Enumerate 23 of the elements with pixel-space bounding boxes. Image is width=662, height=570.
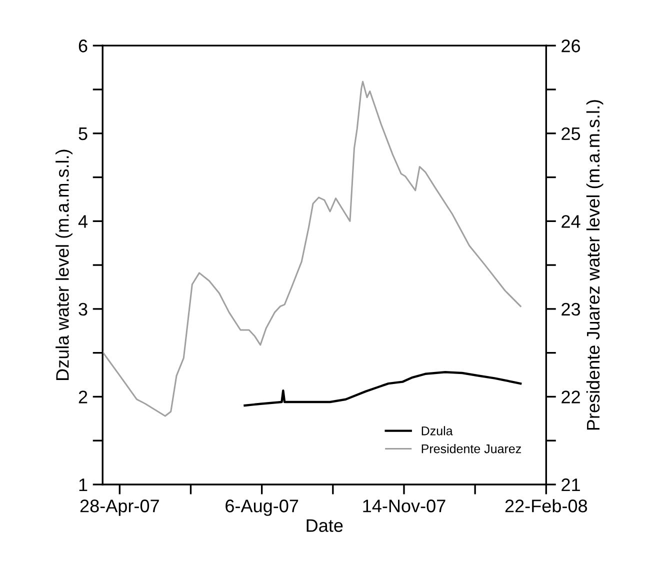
y2-tick-label: 26	[562, 40, 580, 52]
y-tick-label: 1	[79, 478, 88, 492]
x-tick-label: 6-Aug-07	[226, 500, 298, 516]
x-axis-title: Date	[306, 519, 343, 532]
y-tick-label: 5	[78, 128, 88, 140]
x-tick-label: 14-Nov-07	[363, 500, 446, 512]
y2-tick-label: 24	[562, 215, 580, 228]
y2-tick-label: 22	[562, 390, 580, 404]
y2-tick-label: 23	[562, 302, 580, 316]
legend-label: Dzula	[422, 426, 453, 436]
y-axis-title: Dzula water level (m.a.m.s.l.)	[56, 150, 72, 380]
legend-label: Presidente Juarez	[422, 444, 521, 454]
line-series	[244, 371, 522, 407]
x-tick-label: 22-Feb-08	[505, 499, 588, 512]
y-tick-label: 3	[78, 302, 88, 316]
y2-tick-label: 25	[562, 127, 580, 140]
y2-tick-label: 21	[562, 478, 580, 492]
line-series	[102, 80, 522, 417]
y-tick-label: 4	[78, 215, 88, 228]
y2-axis-title: Presidente Juarez water level (m.a.m.s.l.)	[586, 100, 604, 430]
x-tick-label: 28-Apr-07	[80, 500, 159, 516]
y-tick-label: 2	[78, 390, 88, 404]
y-tick-label: 6	[78, 40, 88, 52]
